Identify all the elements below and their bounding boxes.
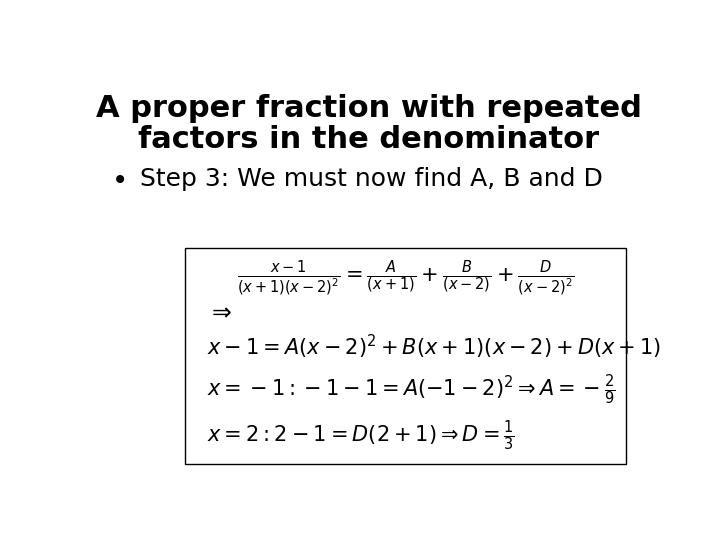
Text: Step 3: We must now find A, B and D: Step 3: We must now find A, B and D — [140, 167, 603, 191]
Text: factors in the denominator: factors in the denominator — [138, 125, 600, 154]
Text: $x=2: 2-1 = D(2+1) \Rightarrow D = \frac{1}{3}$: $x=2: 2-1 = D(2+1) \Rightarrow D = \frac… — [207, 418, 515, 453]
Text: $\frac{x-1}{(x+1)(x-2)^{2}} = \frac{A}{(x+1)}+\frac{B}{(x-2)}+\frac{D}{(x-2)^{2}: $\frac{x-1}{(x+1)(x-2)^{2}} = \frac{A}{(… — [237, 258, 574, 298]
Text: •: • — [112, 167, 129, 195]
Text: $x-1 = A(x-2)^{2}+B(x+1)(x-2)+D(x+1)$: $x-1 = A(x-2)^{2}+B(x+1)(x-2)+D(x+1)$ — [207, 333, 661, 361]
Text: $x=-1: -1-1 = A(-1-2)^{2} \Rightarrow A = -\frac{2}{9}$: $x=-1: -1-1 = A(-1-2)^{2} \Rightarrow A … — [207, 373, 616, 407]
FancyBboxPatch shape — [185, 248, 626, 464]
Text: A proper fraction with repeated: A proper fraction with repeated — [96, 94, 642, 123]
Text: $\Rightarrow$: $\Rightarrow$ — [207, 300, 233, 323]
